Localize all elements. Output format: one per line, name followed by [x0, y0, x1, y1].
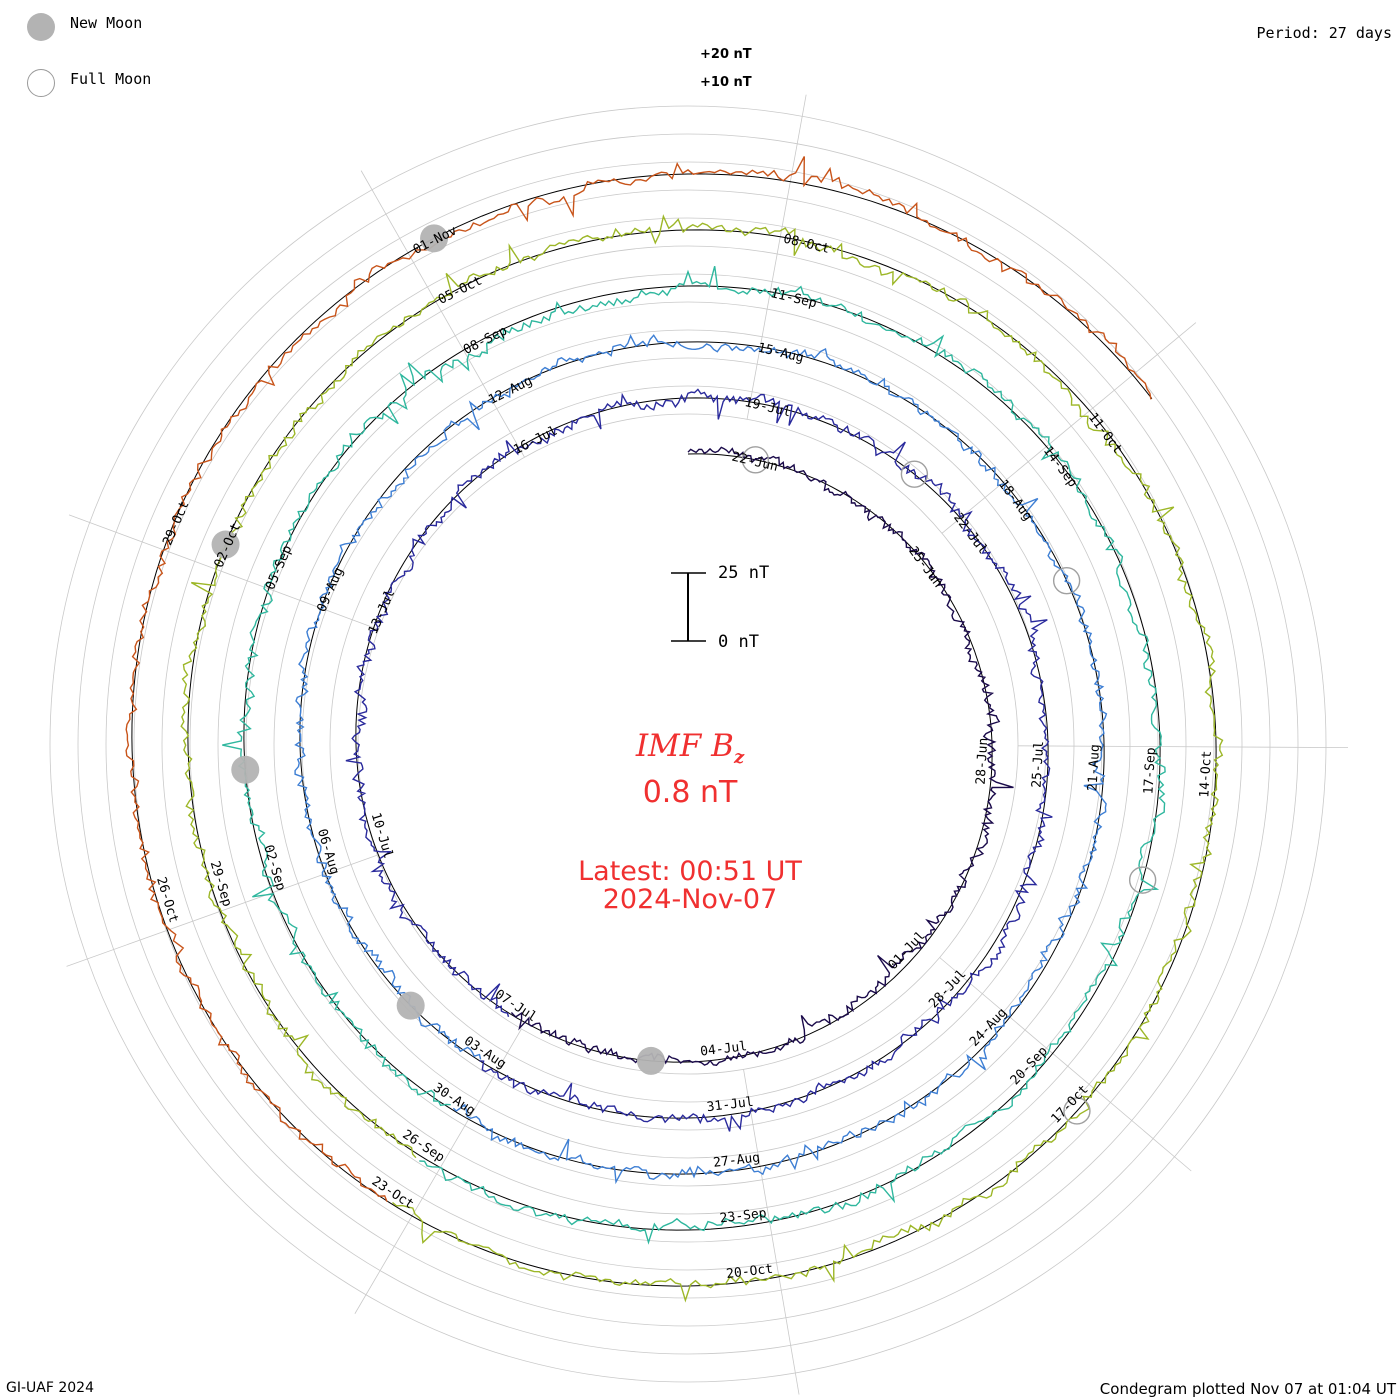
date-label: 25-Jul [1030, 741, 1048, 789]
grid-ring [189, 245, 1187, 1243]
plotted-timestamp: Condegram plotted Nov 07 at 01:04 UT [1099, 1380, 1396, 1398]
grid-ring [161, 217, 1215, 1271]
bz-trace-2 [345, 388, 1053, 1132]
new-moon-marker [420, 224, 449, 253]
bz-trace-1 [510, 446, 1014, 1066]
date-label: 28-Jun [974, 737, 992, 785]
date-label: 13-Jul [366, 587, 398, 636]
full-moon-marker [900, 460, 929, 488]
date-label: 23-Sep [719, 1206, 768, 1226]
period-label: Period: 27 days [1256, 24, 1392, 42]
grid-spoke [1017, 745, 1348, 749]
date-label: 22-Jul [950, 511, 990, 558]
ring-label-plus10: +10 nT [700, 75, 752, 90]
date-label: 18-Aug [995, 477, 1035, 524]
parameter-name: IMF B [635, 728, 734, 764]
date-label: 22-Jun [730, 450, 779, 475]
date-label: 04-Jul [699, 1039, 747, 1059]
date-label: 29-Oct [160, 499, 192, 548]
grid-ring [245, 301, 1131, 1187]
full-moon-marker [1052, 566, 1081, 595]
bz-trace-4 [222, 266, 1166, 1245]
date-label: 31-Jul [706, 1095, 754, 1115]
grid-spoke [746, 94, 807, 420]
grid-spoke [743, 1069, 800, 1395]
date-label: 09-Aug [314, 565, 346, 614]
bz-trace-5 [180, 214, 1224, 1303]
grid-spoke [939, 957, 1192, 1172]
bz-traces [125, 156, 1224, 1303]
new-moon-marker [231, 755, 260, 784]
bz-trace-3 [294, 334, 1108, 1185]
date-label: 19-Jul [743, 395, 792, 420]
latest-time: Latest: 00:51 UT [578, 856, 802, 887]
full-moon-marker [1128, 866, 1157, 894]
date-label: 11-Oct [1085, 410, 1125, 457]
date-label: 11-Sep [769, 286, 818, 311]
radial-spokes [66, 94, 1348, 1395]
date-label: 27-Aug [712, 1150, 760, 1170]
grid-ring [49, 105, 1327, 1383]
new-moon-marker [211, 530, 240, 559]
new-moon-legend-label: New Moon [70, 14, 143, 32]
date-label: 17-Oct [1049, 1082, 1092, 1126]
full-moon-marker [1063, 1097, 1091, 1125]
grid-ring [301, 357, 1075, 1131]
grid-spoke [354, 1028, 522, 1314]
full-moon-legend-label: Full Moon [70, 70, 152, 88]
credit-label: GI-UAF 2024 [6, 1380, 94, 1396]
date-label: 25-Jun [905, 544, 945, 591]
full-moon-legend-icon [27, 69, 55, 97]
new-moon-marker [636, 1046, 665, 1075]
date-label: 14-Oct [1197, 750, 1215, 798]
latest-date: 2024-Nov-07 [602, 884, 778, 915]
bz-trace-6 [125, 156, 1152, 1202]
grid-ring [329, 385, 1047, 1103]
date-label: 05-Sep [263, 543, 295, 592]
scale-bar-top-label: 25 nT [718, 563, 770, 583]
date-label: 21-Aug [1085, 744, 1103, 792]
date-label: 15-Aug [756, 341, 805, 366]
scale-bar [671, 572, 706, 642]
grid-ring [105, 161, 1271, 1327]
grid-spoke [68, 514, 379, 630]
date-label: 17-Sep [1141, 747, 1159, 795]
date-label: 20-Oct [726, 1262, 774, 1282]
new-moon-marker [396, 991, 425, 1020]
latest-value: 0.8 nT [642, 775, 738, 810]
date-label: 24-Aug [967, 1005, 1010, 1049]
new-moon-legend-icon [27, 13, 55, 41]
grid-spoke [941, 322, 1197, 534]
date-label: 14-Sep [1040, 444, 1080, 491]
grid-spoke [360, 170, 525, 458]
grid-ring [133, 189, 1243, 1299]
scale-bar-bottom-label: 0 nT [718, 632, 759, 652]
grid-ring [77, 133, 1299, 1355]
date-label: 20-Sep [1008, 1044, 1051, 1089]
parameter-subscript: z [733, 747, 745, 769]
parameter-title: IMF Bz [480, 728, 900, 768]
ring-label-plus20: +20 nT [700, 47, 752, 62]
moon-markers [211, 224, 1157, 1125]
date-label: 01-Jul [886, 929, 929, 973]
full-moon-marker [741, 446, 770, 474]
